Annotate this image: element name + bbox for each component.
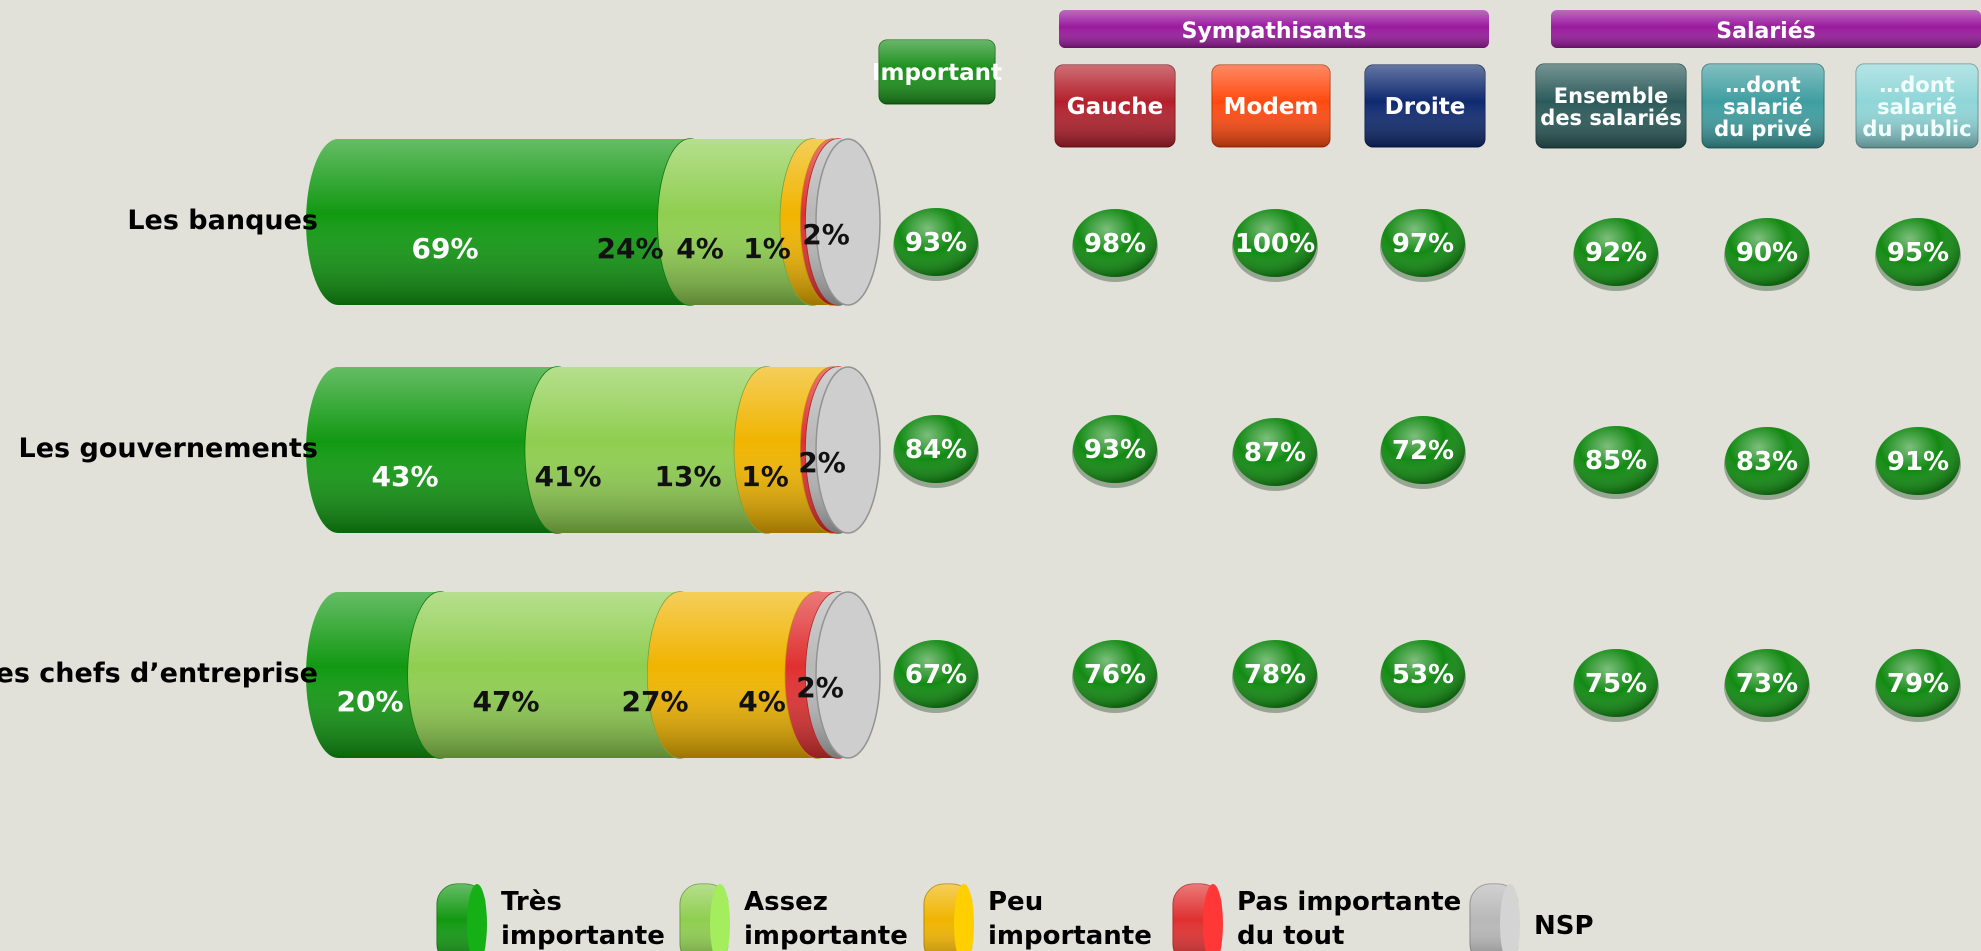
- column-header-label: Ensemble des salariés: [1540, 84, 1681, 130]
- bar-label-tres-importante-2: 43%: [371, 460, 438, 493]
- value-bubble-dont-salarie-du-public-1: 95%: [1875, 218, 1961, 291]
- value-bubble-label: 85%: [1585, 446, 1647, 476]
- legend-item-pas-importante-du-tout: Pas importante du tout: [1172, 883, 1461, 951]
- value-bubble-gauche-2: 93%: [1072, 415, 1158, 488]
- bar-label-tres-importante-1: 69%: [411, 232, 478, 265]
- value-bubble-important-1: 93%: [893, 208, 979, 281]
- column-header-dont-salarie-du-prive: …dont salarié du privé: [1701, 63, 1825, 149]
- bar-assez-importante-2: [525, 366, 800, 534]
- value-bubble-label: 90%: [1736, 238, 1798, 268]
- legend: Très importante Assez importante Peu importan…: [436, 883, 1594, 951]
- bar-label-tres-importante-3: 20%: [336, 685, 403, 718]
- group-header-salaries: Salariés: [1551, 10, 1981, 48]
- stacked-bars: 69% 24% 4% 1% 2% 43% 41% 13% 1% 2% 20% 47% 27% 4% 2%: [306, 138, 881, 759]
- value-bubble-ensemble-des-salaries-2: 85%: [1573, 426, 1659, 499]
- column-header-important: Important: [872, 39, 1002, 105]
- legend-label: Très importante: [501, 887, 665, 951]
- legend-item-assez-importante: Assez importante: [679, 883, 908, 951]
- value-bubble-label: 72%: [1392, 436, 1454, 466]
- value-bubble-label: 93%: [1084, 435, 1146, 465]
- value-bubble-modem-2: 87%: [1232, 418, 1318, 491]
- value-bubble-label: 79%: [1887, 669, 1949, 699]
- value-bubble-label: 93%: [905, 228, 967, 258]
- value-bubble-label: 97%: [1392, 229, 1454, 259]
- bar-label-pas-importante-du-tout-2: 1%: [741, 460, 789, 493]
- bar-nsp-3: [805, 591, 881, 759]
- category-label-les-banques: Les banques: [127, 205, 318, 236]
- bar-label-assez-importante-2: 41%: [534, 460, 601, 493]
- value-bubble-label: 78%: [1244, 660, 1306, 690]
- category-labels: Les banques Les gouvernements Les chefs d’…: [0, 205, 318, 689]
- value-bubble-modem-1: 100%: [1232, 209, 1318, 282]
- column-header-dont-salarie-du-public: …dont salarié du public: [1855, 63, 1979, 149]
- legend-label: Assez importante: [744, 887, 908, 951]
- value-bubble-label: 73%: [1736, 669, 1798, 699]
- bar-label-nsp-2: 2%: [798, 446, 846, 479]
- group-header-sympathisants: Sympathisants: [1059, 10, 1489, 48]
- value-bubble-label: 76%: [1084, 660, 1146, 690]
- value-bubble-label: 92%: [1585, 238, 1647, 268]
- legend-item-nsp: NSP: [1469, 883, 1594, 951]
- column-header-label: Modem: [1224, 94, 1319, 120]
- column-header-label: …dont salarié du privé: [1714, 73, 1812, 141]
- value-bubble-modem-3: 78%: [1232, 640, 1318, 713]
- legend-item-peu-importante: Peu importante: [923, 883, 1152, 951]
- bar-label-peu-importante-2: 13%: [654, 460, 721, 493]
- bar-label-pas-importante-du-tout-1: 1%: [743, 232, 791, 265]
- bar-label-assez-importante-3: 47%: [472, 685, 539, 718]
- value-bubble-label: 83%: [1736, 447, 1798, 477]
- value-bubble-important-3: 67%: [893, 640, 979, 713]
- value-bubble-dont-salarie-du-public-2: 91%: [1875, 427, 1961, 500]
- bar-nsp-1: [805, 138, 881, 306]
- value-bubble-gauche-1: 98%: [1072, 209, 1158, 282]
- value-bubble-label: 75%: [1585, 669, 1647, 699]
- bar-label-nsp-3: 2%: [796, 671, 844, 704]
- value-bubble-label: 87%: [1244, 438, 1306, 468]
- column-header-modem: Modem: [1211, 64, 1331, 148]
- value-bubble-ensemble-des-salaries-1: 92%: [1573, 218, 1659, 291]
- legend-label: Peu importante: [988, 887, 1152, 951]
- bar-label-peu-importante-3: 27%: [621, 685, 688, 718]
- value-bubble-label: 91%: [1887, 447, 1949, 477]
- column-header-droite: Droite: [1364, 64, 1486, 148]
- value-bubble-gauche-3: 76%: [1072, 640, 1158, 713]
- value-bubble-label: 95%: [1887, 238, 1949, 268]
- value-bubble-label: 67%: [905, 660, 967, 690]
- bar-label-pas-importante-du-tout-3: 4%: [738, 685, 786, 718]
- group-header-label: Sympathisants: [1182, 19, 1367, 44]
- legend-label: Pas importante du tout: [1237, 887, 1461, 951]
- value-bubble-droite-3: 53%: [1380, 640, 1466, 713]
- value-bubble-label: 98%: [1084, 229, 1146, 259]
- value-bubble-dont-salarie-du-prive-1: 90%: [1724, 218, 1810, 291]
- value-bubble-ensemble-des-salaries-3: 75%: [1573, 649, 1659, 722]
- value-bubble-droite-1: 97%: [1380, 209, 1466, 282]
- value-bubble-dont-salarie-du-prive-2: 83%: [1724, 427, 1810, 500]
- column-header-ensemble-des-salaries: Ensemble des salariés: [1535, 63, 1687, 149]
- value-bubble-important-2: 84%: [893, 415, 979, 488]
- bar-nsp-2: [805, 366, 881, 534]
- value-bubble-label: 53%: [1392, 660, 1454, 690]
- value-bubble-droite-2: 72%: [1380, 416, 1466, 489]
- legend-item-tres-importante: Très importante: [436, 883, 665, 951]
- legend-label: NSP: [1534, 911, 1594, 941]
- value-bubble-label: 84%: [905, 435, 967, 465]
- column-header-label: Gauche: [1067, 94, 1163, 120]
- value-bubble-dont-salarie-du-public-3: 79%: [1875, 649, 1961, 722]
- category-label-les-gouvernements: Les gouvernements: [19, 433, 319, 464]
- bar-label-peu-importante-1: 4%: [676, 232, 724, 265]
- bar-label-assez-importante-1: 24%: [596, 232, 663, 265]
- value-bubble-label: 100%: [1235, 229, 1315, 259]
- category-label-les-chefs-d-entreprise: Les chefs d’entreprise: [0, 658, 318, 689]
- bar-label-nsp-1: 2%: [802, 218, 850, 251]
- column-header-label: Droite: [1385, 94, 1466, 120]
- group-header-label: Salariés: [1716, 19, 1815, 44]
- column-header-gauche: Gauche: [1054, 64, 1176, 148]
- column-header-label: …dont salarié du public: [1862, 73, 1971, 141]
- column-header-label: Important: [872, 60, 1002, 86]
- value-bubble-dont-salarie-du-prive-3: 73%: [1724, 649, 1810, 722]
- value-bubbles: 93% 84% 67% 98% 93% 76% 100% 87% 78% 97% 72% 53% 92%…: [893, 208, 1961, 722]
- column-headers: Sympathisants Salariés Important Gauche Mode…: [872, 10, 1981, 149]
